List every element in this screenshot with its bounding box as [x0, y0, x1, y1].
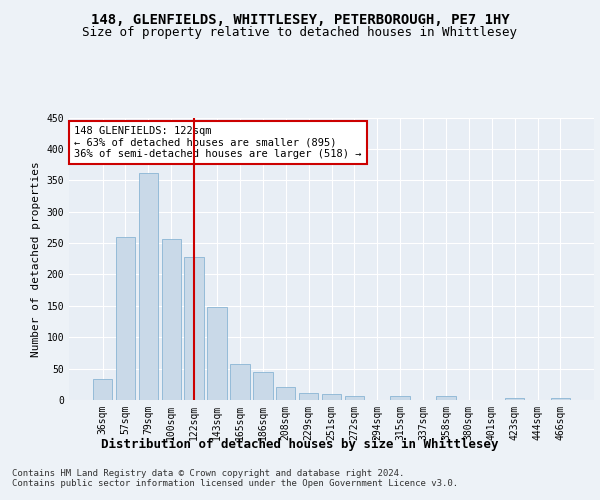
Bar — [276, 388, 295, 400]
Bar — [322, 394, 341, 400]
Bar — [184, 258, 204, 400]
Bar — [139, 172, 158, 400]
Bar — [230, 364, 250, 400]
Y-axis label: Number of detached properties: Number of detached properties — [31, 161, 41, 356]
Text: 148, GLENFIELDS, WHITTLESEY, PETERBOROUGH, PE7 1HY: 148, GLENFIELDS, WHITTLESEY, PETERBOROUG… — [91, 12, 509, 26]
Bar — [93, 380, 112, 400]
Text: Distribution of detached houses by size in Whittlesey: Distribution of detached houses by size … — [101, 438, 499, 450]
Bar — [344, 396, 364, 400]
Bar — [161, 238, 181, 400]
Text: Contains HM Land Registry data © Crown copyright and database right 2024.
Contai: Contains HM Land Registry data © Crown c… — [12, 469, 458, 488]
Bar — [208, 307, 227, 400]
Bar — [116, 237, 135, 400]
Bar — [253, 372, 272, 400]
Bar — [436, 396, 455, 400]
Text: 148 GLENFIELDS: 122sqm
← 63% of detached houses are smaller (895)
36% of semi-de: 148 GLENFIELDS: 122sqm ← 63% of detached… — [74, 126, 362, 159]
Bar — [391, 396, 410, 400]
Bar — [299, 393, 319, 400]
Bar — [505, 398, 524, 400]
Text: Size of property relative to detached houses in Whittlesey: Size of property relative to detached ho… — [83, 26, 517, 39]
Bar — [551, 398, 570, 400]
